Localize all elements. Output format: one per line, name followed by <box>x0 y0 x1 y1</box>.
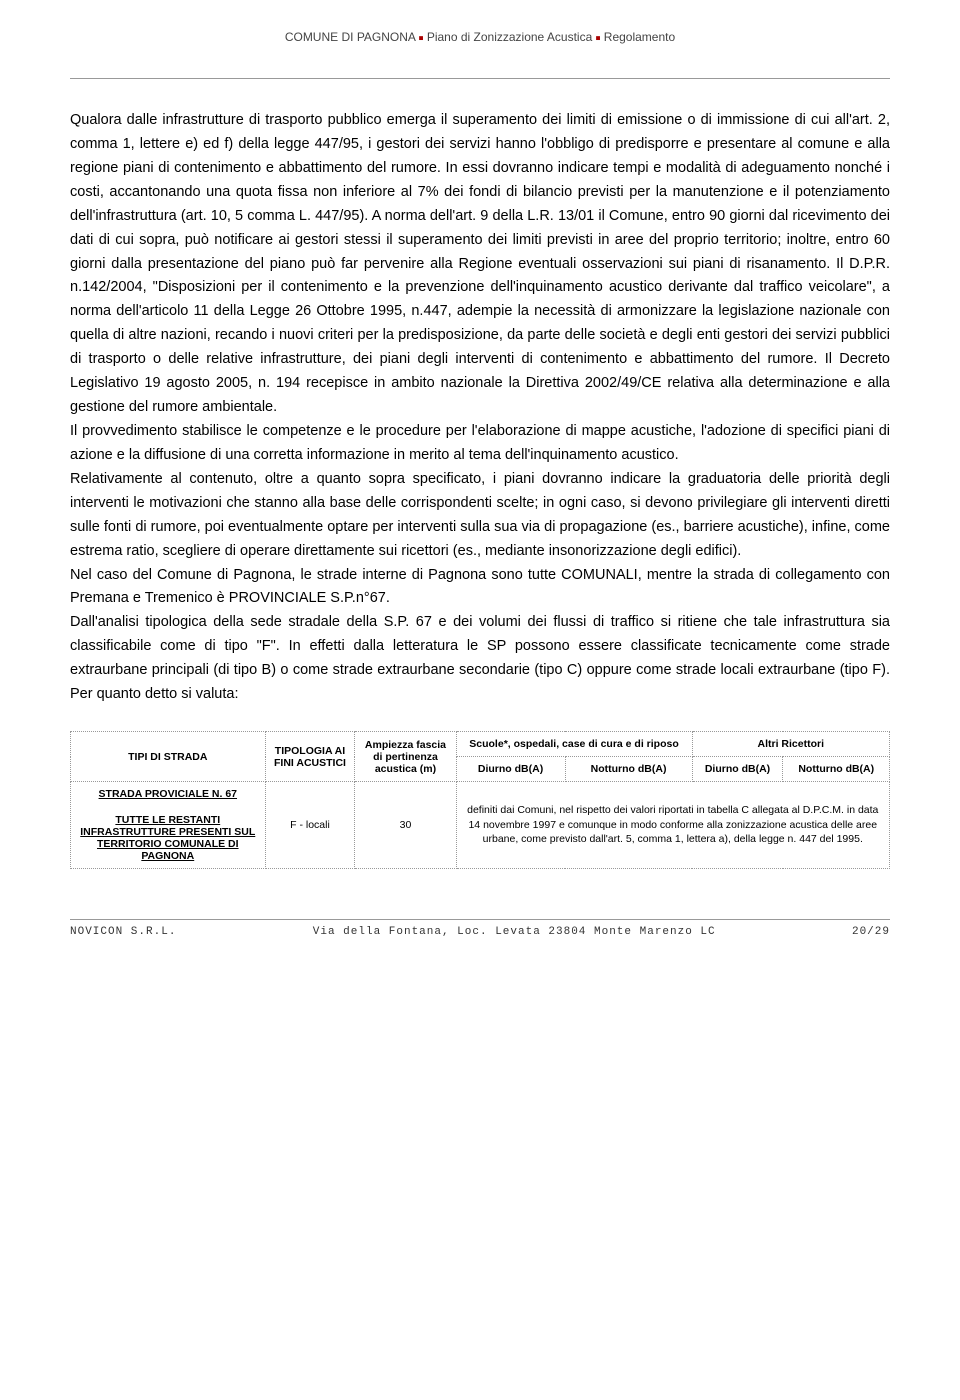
header-mid: Piano di Zonizzazione Acustica <box>427 30 592 44</box>
footer-right: 20/29 <box>852 926 890 938</box>
strada-prov-label: STRADA PROVICIALE N. 67 <box>77 788 259 800</box>
col-scuole: Scuole*, ospedali, case di cura e di rip… <box>456 732 692 757</box>
footer-left: NOVICON S.R.L. <box>70 926 176 938</box>
road-classification-table: TIPI DI STRADA TIPOLOGIA AI FINI ACUSTIC… <box>70 731 890 869</box>
sub-notturno: Notturno dB(A) <box>783 757 890 782</box>
separator-icon: ■ <box>596 33 601 42</box>
col-ampiezza: Ampiezza fascia di pertinenza acustica (… <box>355 732 456 782</box>
header-left: COMUNE DI PAGNONA <box>285 30 415 44</box>
separator-icon: ■ <box>419 33 424 42</box>
row-ampiezza: 30 <box>355 782 456 869</box>
row-strada-label: STRADA PROVICIALE N. 67 TUTTE LE RESTANT… <box>71 782 266 869</box>
sub-diurno: Diurno dB(A) <box>692 757 783 782</box>
row-tipologia: F - locali <box>265 782 355 869</box>
sub-notturno: Notturno dB(A) <box>565 757 692 782</box>
header-divider <box>70 78 890 79</box>
footer-mid: Via della Fontana, Loc. Levata 23804 Mon… <box>313 926 716 938</box>
col-altri: Altri Ricettori <box>692 732 889 757</box>
page-footer: NOVICON S.R.L. Via della Fontana, Loc. L… <box>70 919 890 938</box>
restanti-label: TUTTE LE RESTANTI INFRASTRUTTURE PRESENT… <box>77 814 259 862</box>
sub-diurno: Diurno dB(A) <box>456 757 565 782</box>
page-header: COMUNE DI PAGNONA ■ Piano di Zonizzazion… <box>70 30 890 48</box>
row-note: definiti dai Comuni, nel rispetto dei va… <box>456 782 889 869</box>
col-tipologia: TIPOLOGIA AI FINI ACUSTICI <box>265 732 355 782</box>
col-tipi-strada: TIPI DI STRADA <box>71 732 266 782</box>
body-paragraph: Qualora dalle infrastrutture di trasport… <box>70 109 890 707</box>
header-right: Regolamento <box>604 30 675 44</box>
